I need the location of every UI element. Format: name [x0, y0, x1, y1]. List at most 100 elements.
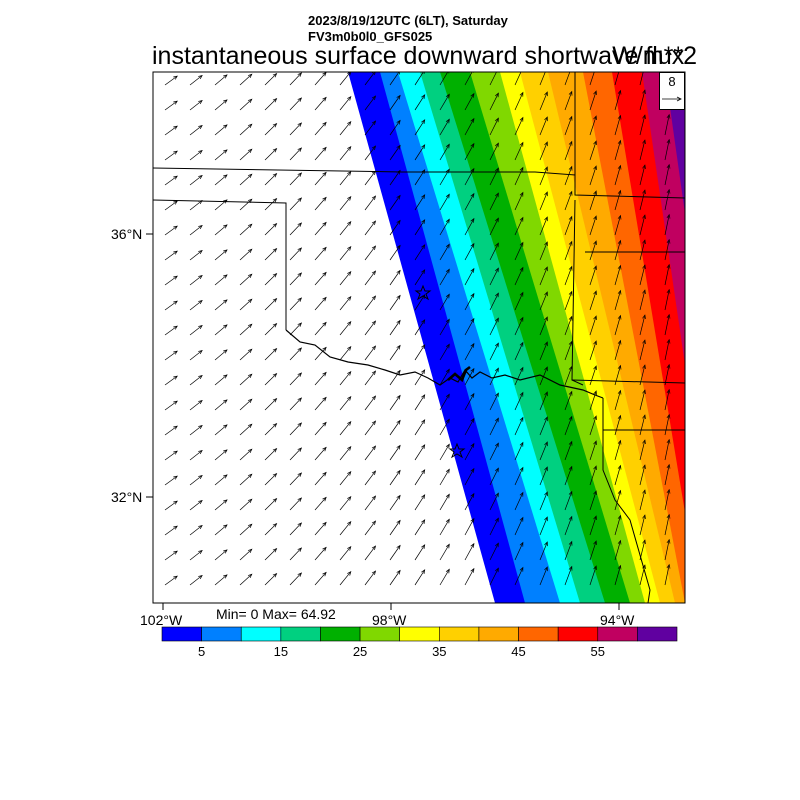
wind-vector — [464, 117, 475, 136]
wind-vector — [639, 164, 646, 186]
wind-vector — [514, 216, 524, 236]
wind-vector — [589, 390, 597, 411]
wind-vector — [164, 250, 178, 261]
wind-vector — [239, 348, 253, 361]
wind-vector — [389, 394, 401, 411]
colorbar-label: 35 — [432, 644, 447, 659]
wind-vector — [189, 249, 203, 261]
wind-vector — [339, 470, 352, 486]
wind-vector — [314, 246, 327, 261]
colorbar-label: 45 — [511, 644, 526, 659]
wind-vector — [364, 545, 377, 561]
wind-vector — [439, 243, 450, 261]
wind-vector — [314, 546, 327, 561]
wind-vector — [314, 271, 327, 286]
wind-vector — [164, 375, 178, 386]
wind-vector — [389, 294, 401, 311]
lat-ticks — [146, 233, 153, 498]
wind-vector — [289, 372, 303, 386]
wind-vector — [464, 192, 475, 211]
wind-vector — [489, 442, 499, 461]
wind-vector — [664, 288, 671, 311]
wind-vector — [514, 391, 524, 411]
wind-vector — [189, 199, 203, 211]
wind-vector — [639, 239, 646, 261]
wind-vector — [164, 475, 178, 486]
wind-vector — [264, 547, 278, 561]
wind-vector — [464, 92, 475, 111]
wind-vector — [464, 492, 475, 511]
wind-vector — [314, 296, 327, 311]
wind-vector — [164, 125, 178, 136]
wind-vector — [464, 267, 475, 286]
wind-vector — [639, 414, 646, 436]
wind-vector — [239, 373, 253, 386]
wind-vector — [589, 465, 597, 486]
wind-vector — [439, 368, 450, 386]
wind-vector — [339, 145, 352, 161]
wind-vector — [664, 488, 671, 511]
wind-vector — [164, 500, 178, 511]
wind-vector — [289, 247, 303, 261]
wind-vector — [389, 144, 401, 161]
wind-vector — [589, 415, 597, 436]
wind-vector — [414, 119, 426, 136]
map-units: W/m**2 — [612, 42, 697, 70]
wind-vector — [164, 100, 178, 111]
wind-vector — [264, 172, 278, 186]
wind-vector — [664, 238, 671, 261]
wind-vector — [389, 219, 401, 236]
wind-vector — [639, 339, 646, 361]
wind-vector — [589, 440, 597, 461]
wind-vector — [464, 317, 475, 336]
wind-vector — [514, 566, 524, 586]
wind-vector — [464, 442, 475, 461]
wind-vector — [389, 569, 401, 586]
wind-vector — [439, 543, 450, 561]
wind-vector — [589, 265, 597, 286]
wind-vector — [414, 569, 426, 586]
lon-label-102w: 102°W — [140, 612, 183, 628]
wind-vector — [664, 188, 671, 211]
wind-vector — [664, 338, 671, 361]
wind-vector — [239, 123, 253, 136]
wind-vector — [414, 94, 426, 111]
wind-vector — [664, 313, 671, 336]
wind-vector — [239, 523, 253, 536]
wind-vector — [514, 316, 524, 336]
wind-vector — [439, 493, 450, 511]
wind-vector — [514, 241, 524, 261]
wind-vector — [489, 267, 499, 286]
wind-vector — [339, 295, 352, 311]
wind-vector — [389, 544, 401, 561]
title-line-model: FV3m0b0l0_GFS025 — [308, 29, 433, 44]
wind-vector — [464, 142, 475, 161]
wind-vector — [314, 421, 327, 436]
wind-vector — [564, 290, 573, 311]
wind-vector — [389, 369, 401, 386]
wind-vector — [164, 175, 178, 186]
wind-vector — [239, 423, 253, 436]
wind-vector — [289, 347, 303, 361]
wind-vector — [614, 564, 622, 586]
wind-vector — [214, 224, 228, 236]
wind-vector — [364, 495, 377, 511]
wind-vector — [539, 191, 548, 211]
wind-vector — [539, 166, 548, 186]
wind-vector — [639, 114, 646, 136]
wind-vector — [664, 388, 671, 411]
wind-vector — [164, 425, 178, 436]
wind-vector — [664, 263, 671, 286]
reference-vector-value: 8 — [668, 74, 676, 89]
wind-vector — [439, 418, 450, 436]
wind-vector — [364, 270, 377, 286]
wind-vector — [614, 264, 622, 286]
wind-vector — [189, 274, 203, 286]
wind-vector — [564, 515, 573, 536]
wind-vector — [289, 422, 303, 436]
wind-vector — [539, 316, 548, 336]
wind-vector — [414, 244, 426, 261]
wind-vector — [639, 439, 646, 461]
wind-vector — [264, 272, 278, 286]
wind-vector — [539, 116, 548, 136]
